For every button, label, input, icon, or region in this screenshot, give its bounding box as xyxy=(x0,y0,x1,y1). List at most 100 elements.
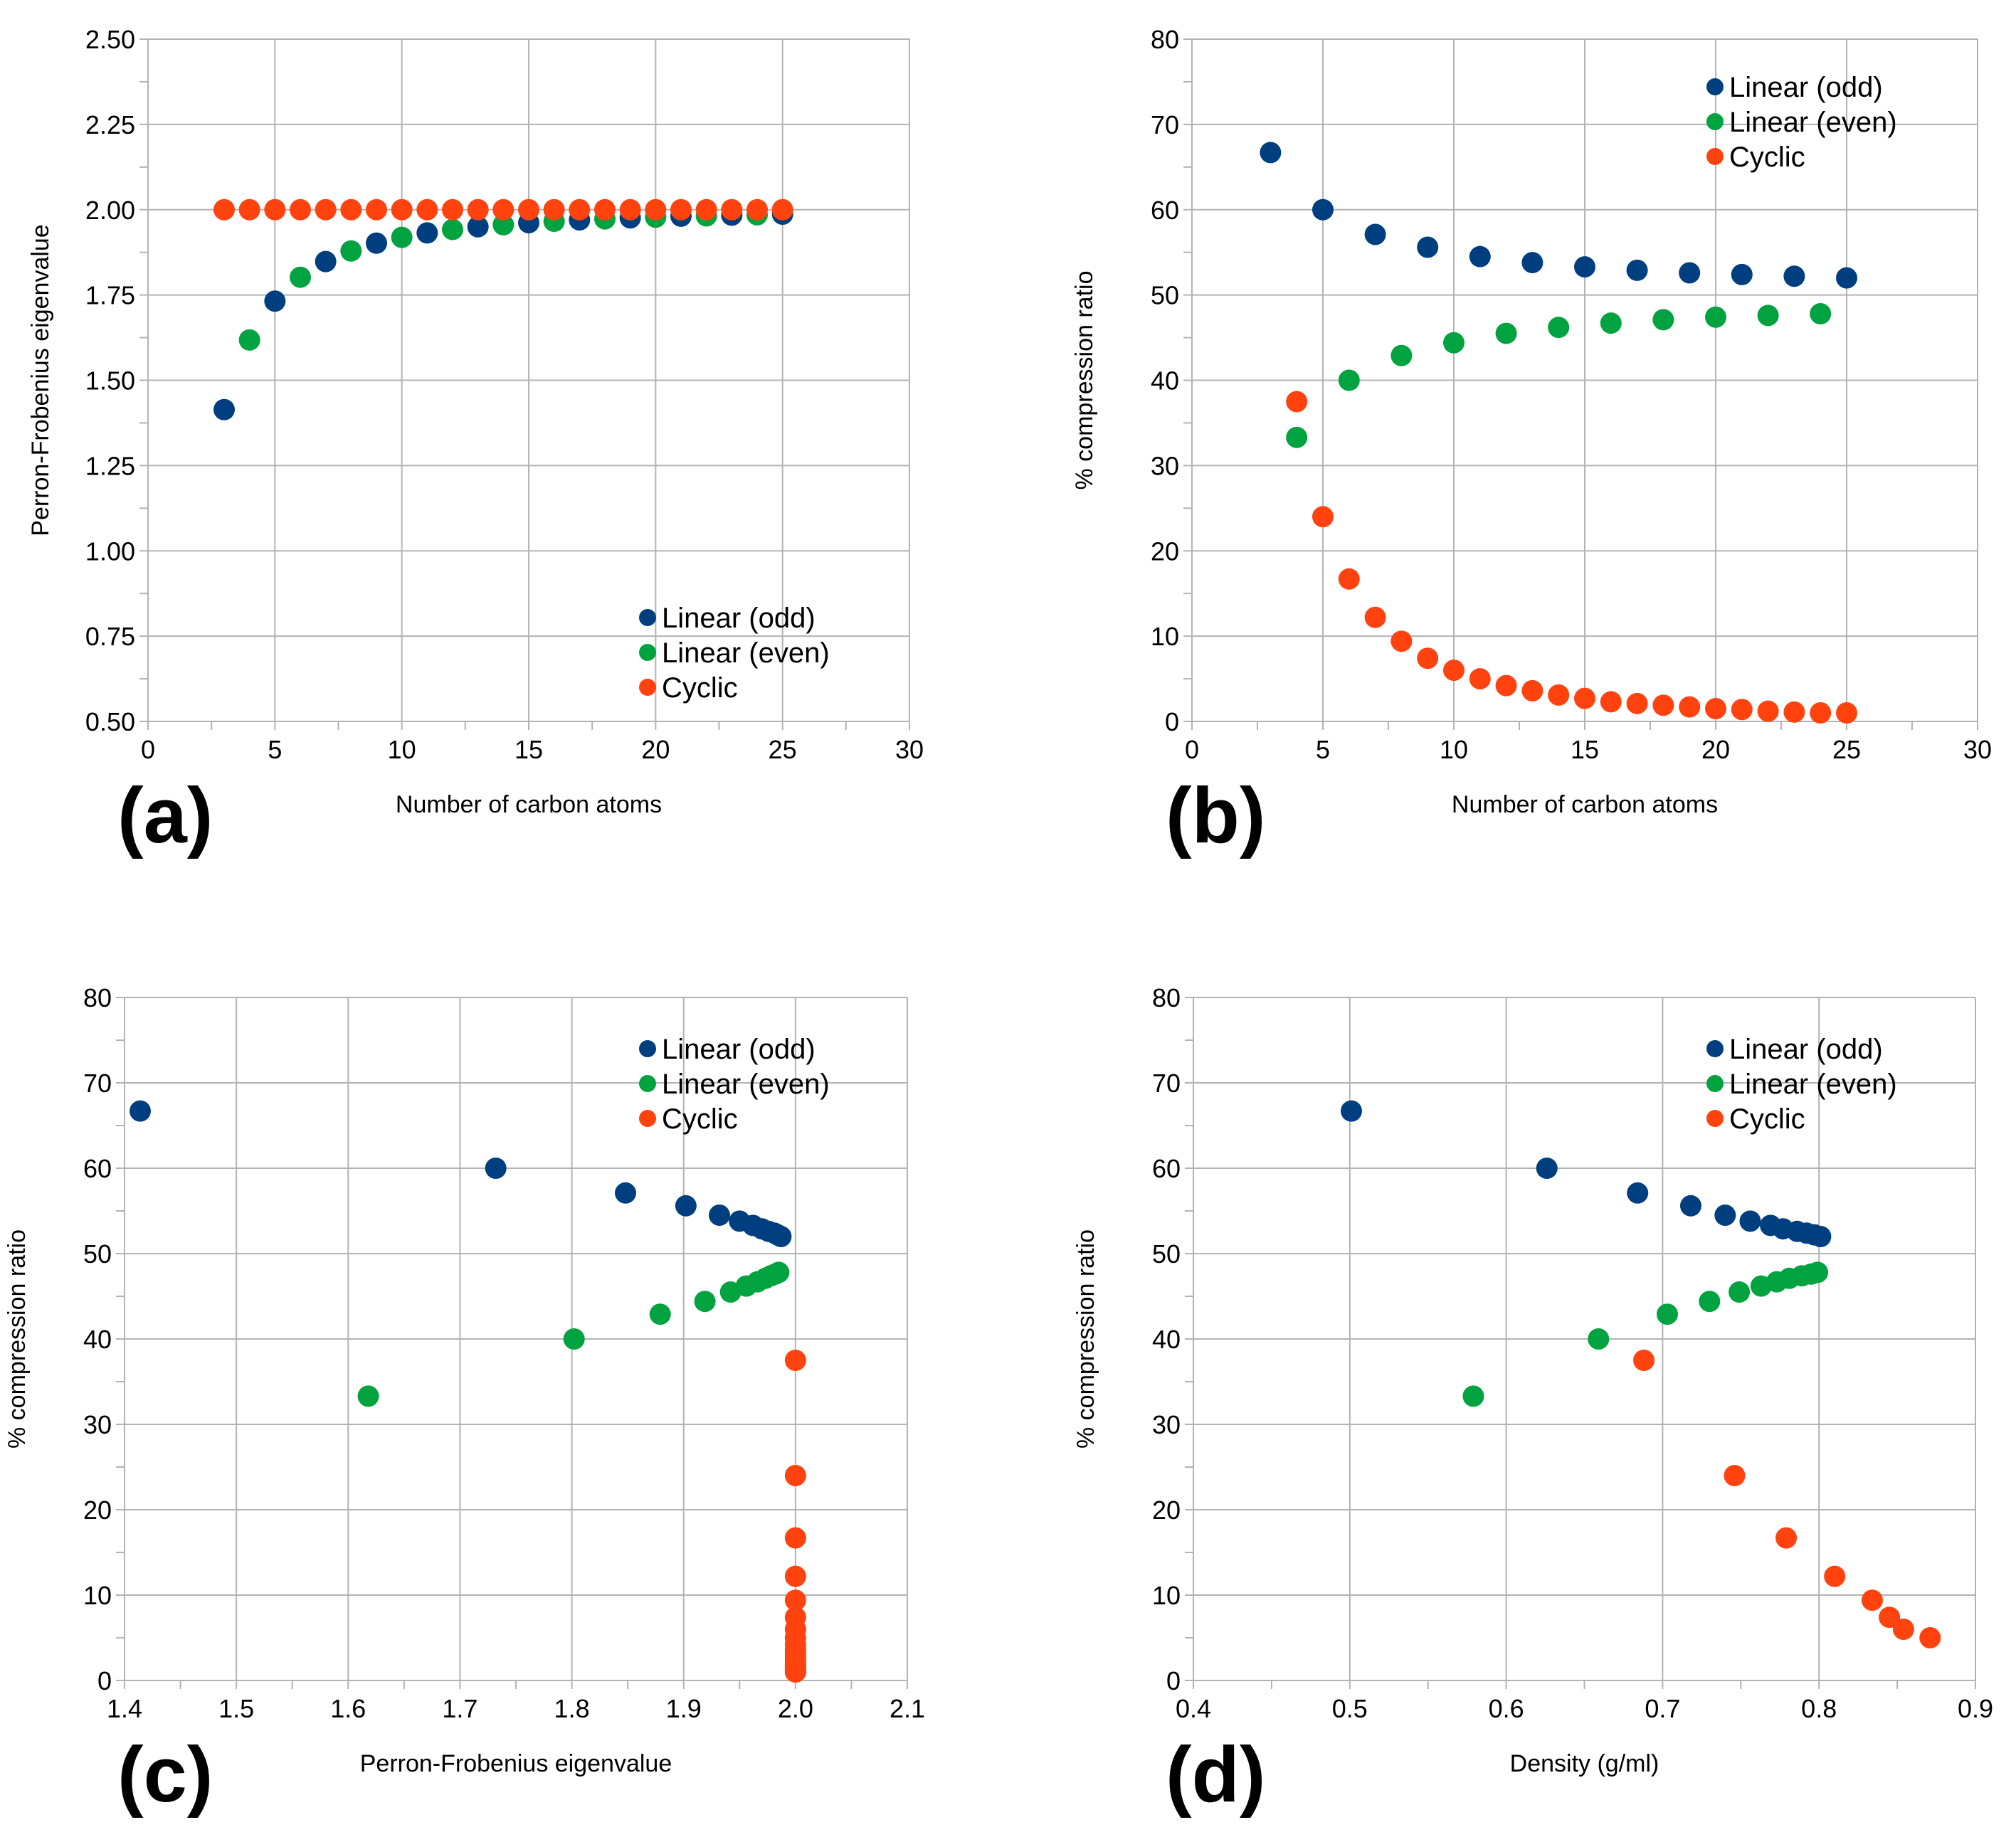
data-point-cyclic xyxy=(784,1565,806,1587)
data-point-odd xyxy=(1521,252,1543,274)
y-tick-label: 10 xyxy=(1151,622,1179,651)
y-tick-label: 60 xyxy=(1152,1154,1181,1183)
legend-label-even: Linear (even) xyxy=(1729,1069,1897,1100)
tick-labels: 1.4 1.5 1.6 1.7 1.8 1.9 2.0 2.1 0 10 20 30 40 50 60 70 8… xyxy=(83,983,925,1723)
y-tick-label: 0 xyxy=(1166,1666,1181,1695)
y-tick-label: 40 xyxy=(83,1325,112,1354)
data-point-cyclic xyxy=(1724,1465,1746,1486)
tick-labels: 0 5 10 15 20 25 30 0.50 0.75 1.00 1.25 1.50 1.75 2.00… xyxy=(85,25,924,764)
x-tick-label: 0.8 xyxy=(1801,1694,1837,1723)
data-point-even xyxy=(290,266,311,288)
data-point-cyclic xyxy=(1574,687,1595,709)
data-point-odd xyxy=(1417,236,1439,258)
x-tick-label: 0.7 xyxy=(1645,1694,1680,1723)
panel-label: (a) xyxy=(117,772,213,859)
data-point-cyclic xyxy=(213,198,235,221)
gridlines xyxy=(124,997,908,1681)
x-tick-label: 1.4 xyxy=(107,1694,142,1723)
x-tick-label: 1.7 xyxy=(442,1694,477,1723)
data-point-cyclic xyxy=(1705,698,1726,720)
x-tick-label: 5 xyxy=(268,735,282,764)
data-point-odd xyxy=(1574,256,1595,278)
data-point-cyclic xyxy=(619,198,641,221)
data-point-even xyxy=(391,226,413,248)
data-points xyxy=(1260,142,1857,724)
series-even xyxy=(1286,302,1832,448)
data-point-cyclic xyxy=(1521,679,1543,702)
legend-label-even: Linear (even) xyxy=(1729,107,1897,138)
data-point-odd xyxy=(1679,262,1701,284)
legend-label-odd: Linear (odd) xyxy=(662,1034,816,1065)
tick-marks xyxy=(139,38,910,730)
data-point-cyclic xyxy=(746,198,768,221)
x-tick-label: 25 xyxy=(1832,735,1861,764)
x-tick-label: 0.4 xyxy=(1176,1694,1211,1723)
data-point-cyclic xyxy=(416,198,438,221)
legend-label-even: Linear (even) xyxy=(662,1069,830,1100)
x-tick-label: 30 xyxy=(1963,735,1992,764)
y-tick-label: 10 xyxy=(83,1581,112,1610)
y-tick-label: 20 xyxy=(1152,1495,1181,1525)
x-tick-label: 30 xyxy=(895,735,924,764)
data-point-cyclic xyxy=(238,198,260,221)
legend-label-cyclic: Cyclic xyxy=(1729,142,1805,173)
data-point-even xyxy=(1338,369,1360,391)
panel-a: 0 5 10 15 20 25 30 0.50 0.75 1.00 1.25 1.50 1.75 2.00… xyxy=(27,25,924,859)
y-tick-label: 0 xyxy=(1165,707,1179,736)
data-point-even xyxy=(492,213,514,235)
y-tick-label: 70 xyxy=(1151,110,1179,139)
legend-marker-odd xyxy=(639,1040,656,1057)
series-odd xyxy=(130,1100,792,1247)
data-point-odd xyxy=(1536,1158,1558,1179)
legend: Linear (odd) Linear (even) Cyclic xyxy=(1706,72,1897,173)
data-point-cyclic xyxy=(1879,1606,1901,1629)
data-point-cyclic xyxy=(1652,694,1674,716)
data-point-odd xyxy=(615,1182,636,1204)
data-point-even xyxy=(563,1328,585,1350)
data-point-cyclic xyxy=(1861,1589,1883,1611)
legend-label-odd: Linear (odd) xyxy=(662,603,816,634)
x-tick-label: 25 xyxy=(769,735,797,764)
data-point-cyclic xyxy=(670,198,692,221)
legend-label-cyclic: Cyclic xyxy=(1729,1103,1805,1135)
x-tick-label: 15 xyxy=(1571,735,1599,764)
panel-label: (b) xyxy=(1166,772,1265,859)
y-tick-label: 10 xyxy=(1152,1581,1181,1610)
y-tick-label: 50 xyxy=(1152,1239,1181,1269)
x-tick-label: 0.5 xyxy=(1332,1694,1368,1723)
data-point-cyclic xyxy=(1626,692,1648,714)
data-point-odd xyxy=(315,250,337,272)
data-point-odd xyxy=(130,1100,151,1122)
tick-marks xyxy=(1185,997,1976,1689)
x-tick-label: 10 xyxy=(388,735,416,764)
data-point-odd xyxy=(467,216,489,238)
data-point-cyclic xyxy=(1364,606,1386,628)
y-tick-label: 40 xyxy=(1152,1325,1181,1354)
y-tick-label: 60 xyxy=(83,1154,112,1183)
y-tick-label: 40 xyxy=(1151,366,1179,396)
data-point-even xyxy=(1705,306,1726,328)
data-point-odd xyxy=(1627,1182,1649,1204)
data-point-cyclic xyxy=(1824,1565,1846,1587)
series-cyclic xyxy=(1633,1350,1941,1648)
x-tick-label: 20 xyxy=(641,735,670,764)
x-tick-label: 15 xyxy=(514,735,543,764)
x-axis-title: Perron-Frobenius eigenvalue xyxy=(360,1750,672,1777)
legend-label-cyclic: Cyclic xyxy=(662,672,738,704)
y-tick-label: 70 xyxy=(83,1069,112,1098)
data-point-odd xyxy=(264,290,286,312)
data-point-even xyxy=(1757,305,1779,327)
data-point-cyclic xyxy=(784,1350,806,1371)
data-point-cyclic xyxy=(695,198,717,221)
y-tick-label: 2.25 xyxy=(85,110,135,139)
data-point-cyclic xyxy=(1892,1619,1914,1640)
data-point-even xyxy=(1652,309,1674,331)
data-point-odd xyxy=(675,1195,697,1217)
series-cyclic xyxy=(784,1350,806,1683)
data-point-even xyxy=(768,1261,790,1283)
data-point-odd xyxy=(485,1158,507,1179)
legend-label-cyclic: Cyclic xyxy=(662,1103,738,1135)
x-axis-title: Number of carbon atoms xyxy=(396,791,662,818)
data-point-odd xyxy=(366,232,387,254)
